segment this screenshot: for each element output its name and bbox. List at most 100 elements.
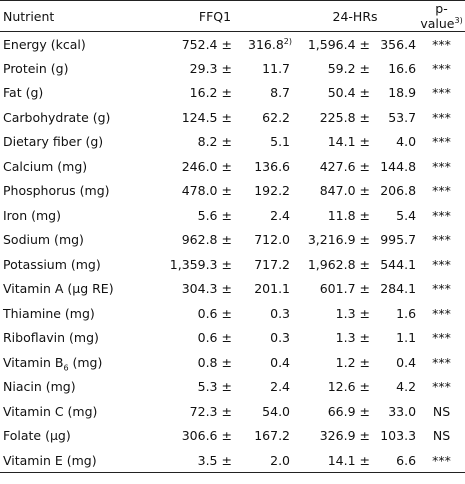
hrs-mean: 1,962.8 [307,256,356,272]
ffq-mean: 124.5 [181,109,218,125]
header-24hrs: 24-HRs [292,0,419,32]
ffq-sd-cell: 167.2 [234,424,292,449]
plus-minus-sign: ± [221,158,232,174]
table-row: Vitamin E (mg) 3.5 ±2.0 14.1 ±6.6 *** [0,448,465,473]
hrs-mean-cell: 427.6 ± [292,154,372,179]
ffq-mean-cell: 0.6 ± [138,301,234,326]
hrs-sd-cell: 5.4 [372,203,418,228]
nutrient-name-unit: (mg) [68,354,103,370]
nutrient-name: Vitamin A (μg RE) [0,277,138,302]
hrs-sd-cell: 4.0 [372,130,418,155]
nutrient-name: Carbohydrate (g) [0,105,138,130]
hrs-sd-cell: 16.6 [372,56,418,81]
nutrient-name: Calcium (mg) [0,154,138,179]
p-value: *** [432,60,451,76]
p-value: *** [432,134,451,150]
p-value: *** [432,232,451,248]
nutrient-name: Energy (kcal) [0,32,138,57]
hrs-mean-cell: 12.6 ± [292,375,372,400]
ffq-mean-cell: 29.3 ± [138,56,234,81]
p-value: *** [432,158,451,174]
hrs-sd: 1.1 [396,330,417,346]
ffq-mean-cell: 16.2 ± [138,81,234,106]
ffq-sd-cell: 712.0 [234,228,292,253]
nutrient-comparison-table: Nutrient FFQ1 24-HRs p-value3) Energy (k… [0,0,465,473]
hrs-mean: 601.7 [319,281,356,297]
ffq-sd: 201.1 [254,281,291,297]
p-value: *** [432,109,451,125]
hrs-mean: 50.4 [327,85,356,101]
hrs-mean: 1.3 [335,330,356,346]
plus-minus-sign: ± [359,403,371,419]
ffq-mean: 29.3 [189,60,218,76]
ffq-sd-cell: 0.4 [234,350,292,375]
hrs-sd: 6.6 [396,452,417,468]
ffq-sd-cell: 5.1 [234,130,292,155]
hrs-sd: 5.4 [396,207,417,223]
hrs-sd-cell: 144.8 [372,154,418,179]
hrs-sd: 356.4 [380,36,417,52]
p-value: *** [432,207,451,223]
nutrient-name: Vitamin B6 (mg) [0,350,138,375]
plus-minus-sign: ± [359,232,371,248]
ffq-mean: 0.6 [197,305,218,321]
hrs-mean-cell: 1.3 ± [292,301,372,326]
nutrient-name-text: Protein (g) [3,60,69,76]
ffq-sd-cell: 2.4 [234,375,292,400]
p-value: *** [432,330,451,346]
p-value: *** [432,85,451,101]
ffq-sd: 0.4 [270,354,291,370]
hrs-mean: 12.6 [327,379,356,395]
ffq-mean-cell: 306.6 ± [138,424,234,449]
hrs-sd: 995.7 [380,232,417,248]
nutrient-name: Niacin (mg) [0,375,138,400]
plus-minus-sign: ± [221,256,232,272]
p-value-cell: *** [418,228,465,253]
hrs-mean: 11.8 [327,207,356,223]
table-row: Sodium (mg) 962.8 ±712.0 3,216.9 ±995.7 *** [0,228,465,253]
hrs-mean-cell: 1.3 ± [292,326,372,351]
nutrient-name-text: Calcium (mg) [3,158,88,174]
plus-minus-sign: ± [359,109,371,125]
plus-minus-sign: ± [221,183,232,199]
p-value-cell: *** [418,448,465,473]
p-value-cell: *** [418,252,465,277]
nutrient-name: Thiamine (mg) [0,301,138,326]
ffq-sd: 54.0 [262,403,291,419]
hrs-sd-cell: 4.2 [372,375,418,400]
hrs-mean-cell: 601.7 ± [292,277,372,302]
ffq-sd: 8.7 [270,85,291,101]
hrs-mean-cell: 225.8 ± [292,105,372,130]
ffq-sd-cell: 2.0 [234,448,293,473]
nutrient-name-text: Thiamine (mg) [3,305,95,321]
ffq-mean-cell: 478.0 ± [138,179,234,204]
plus-minus-sign: ± [359,281,371,297]
plus-minus-sign: ± [359,36,371,52]
nutrient-name-text: Carbohydrate (g) [3,109,111,125]
table-row: Niacin (mg) 5.3 ±2.4 12.6 ±4.2 *** [0,375,465,400]
p-value: *** [432,256,451,272]
ffq-mean-cell: 0.8 ± [138,350,234,375]
hrs-sd-cell: 1.6 [372,301,418,326]
hrs-mean: 1.3 [335,305,356,321]
hrs-mean: 59.2 [327,60,356,76]
nutrient-name-text: Fat (g) [3,85,44,101]
nutrient-name: Phosphorus (mg) [0,179,138,204]
ffq-sd-cell: 136.6 [234,154,292,179]
table-row: Riboflavin (mg) 0.6 ±0.3 1.3 ±1.1 *** [0,326,465,351]
hrs-mean: 225.8 [319,109,356,125]
nutrient-name-text: Vitamin B [3,354,64,370]
ffq-sd: 316.8 [248,36,284,52]
ffq-sd: 2.4 [270,207,291,223]
header-nutrient: Nutrient [0,0,138,32]
p-value-cell: *** [418,326,465,351]
p-value-cell: NS [418,424,465,449]
ffq-mean-cell: 1,359.3 ± [138,252,234,277]
hrs-sd-cell: 18.9 [372,81,418,106]
ffq-sd-cell: 717.2 [234,252,292,277]
plus-minus-sign: ± [359,256,371,272]
nutrient-name-text: Phosphorus (mg) [3,183,110,199]
table-row: Vitamin B6 (mg) 0.8 ±0.4 1.2 ±0.4 *** [0,350,465,375]
ffq-mean: 72.3 [189,403,218,419]
table-row: Protein (g) 29.3 ±11.7 59.2 ±16.6 *** [0,56,465,81]
